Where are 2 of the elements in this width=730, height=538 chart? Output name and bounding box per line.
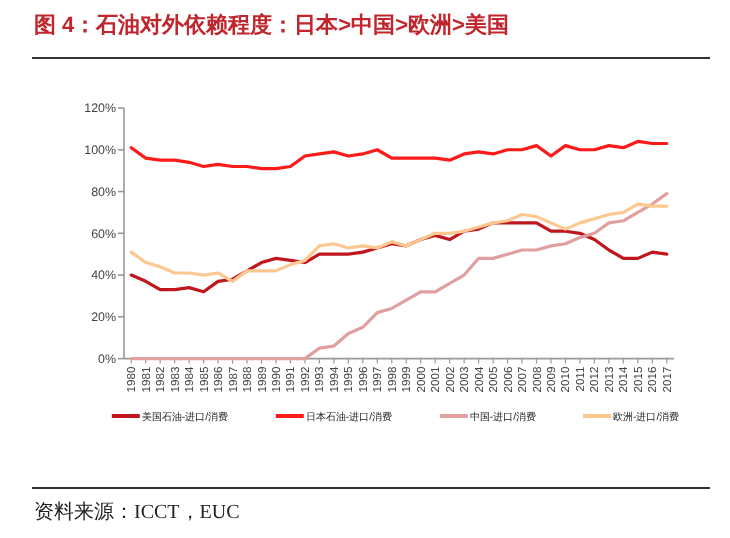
title: 图 4：石油对外依赖程度：日本>中国>欧洲>美国 (34, 14, 509, 38)
text: 资料来源：ICCT，EUC (34, 500, 241, 524)
